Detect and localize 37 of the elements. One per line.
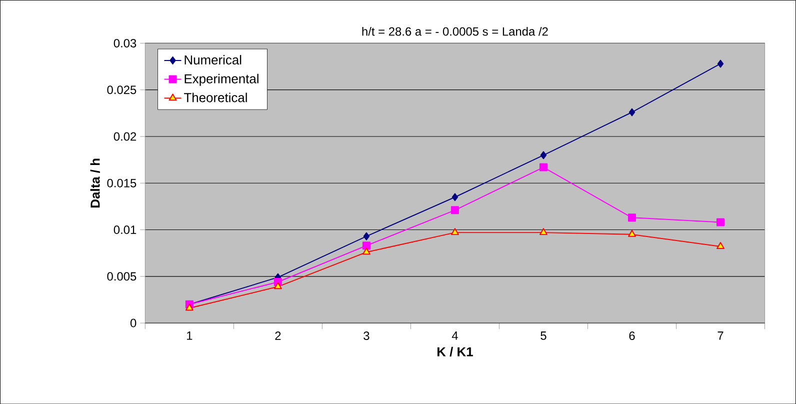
point: [540, 228, 548, 235]
legend-label: Numerical: [184, 54, 242, 64]
chart-title: h/t = 28.6 a = - 0.0005 s = Landa /2: [362, 26, 548, 36]
point: [452, 193, 458, 202]
legend-label: Experimental: [184, 74, 258, 86]
point: [716, 218, 724, 226]
point: [628, 214, 636, 222]
x-axis-title: K / K1: [437, 346, 473, 356]
point: [362, 248, 370, 255]
point: [717, 60, 724, 68]
y-tick-label: 0.015: [107, 178, 136, 188]
point: [274, 282, 282, 290]
legend-label: Theoretical: [184, 92, 247, 102]
point: [539, 163, 548, 172]
point: [363, 232, 370, 240]
y-tick-label: 0.005: [107, 272, 136, 281]
x-tick-label: 2: [275, 331, 281, 340]
x-tick-label: 5: [540, 331, 546, 340]
y-tick-label: 0.01: [114, 225, 136, 234]
y-tick-label: 0.02: [114, 132, 136, 141]
point: [716, 242, 724, 249]
point: [362, 242, 370, 250]
x-tick-label: 1: [187, 331, 192, 340]
x-tick-label: 4: [452, 331, 458, 340]
x-tick-label: 7: [718, 331, 724, 340]
x-tick-label: 6: [629, 331, 635, 340]
y-axis-title: Dalta / h: [90, 158, 100, 208]
point: [450, 206, 459, 214]
point: [185, 304, 194, 311]
point: [628, 230, 636, 237]
point: [451, 228, 459, 235]
y-tick-label: 0.03: [114, 38, 136, 48]
point: [540, 151, 547, 160]
point: [628, 108, 636, 116]
x-tick-label: 3: [364, 331, 370, 340]
y-tick-label: 0: [130, 318, 136, 328]
y-tick-label: 0.025: [107, 86, 136, 94]
